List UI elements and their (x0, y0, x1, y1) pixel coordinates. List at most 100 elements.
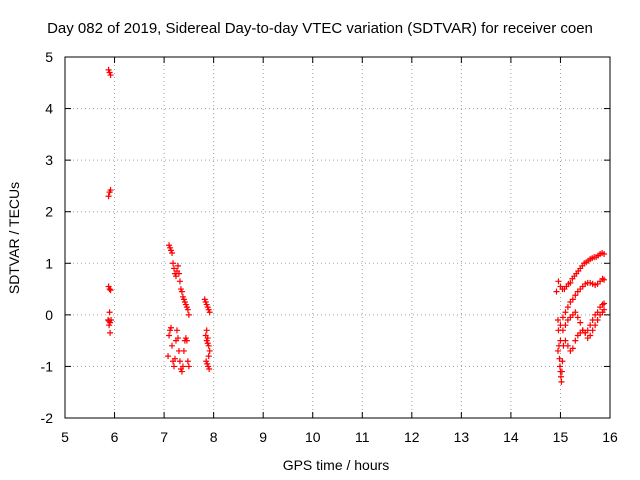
data-point (185, 311, 192, 318)
x-tick-label: 10 (305, 429, 321, 445)
data-point (556, 363, 563, 370)
data-point (555, 278, 562, 285)
y-tick-label: 4 (45, 101, 53, 117)
data-point (587, 332, 594, 339)
data-point (205, 353, 212, 360)
data-point (557, 373, 564, 380)
data-point (206, 309, 213, 316)
x-tick-label: 6 (111, 429, 119, 445)
x-tick-label: 14 (503, 429, 519, 445)
chart-title: Day 082 of 2019, Sidereal Day-to-day VTE… (47, 20, 593, 37)
data-point (106, 286, 113, 293)
data-point (178, 288, 185, 295)
data-point (176, 358, 183, 365)
data-point (553, 288, 560, 295)
y-tick-label: 1 (45, 255, 53, 271)
data-point (569, 345, 576, 352)
data-point (554, 347, 561, 354)
data-point (175, 270, 182, 277)
x-axis-label: GPS time / hours (283, 457, 390, 473)
data-point (168, 324, 175, 331)
x-tick-label: 12 (404, 429, 420, 445)
data-point (107, 72, 114, 79)
data-point (572, 337, 579, 344)
data-point (169, 249, 176, 256)
data-point (204, 335, 211, 342)
data-point (169, 342, 176, 349)
data-point (554, 317, 561, 324)
data-point (582, 329, 589, 336)
data-point (562, 322, 569, 329)
data-point (206, 366, 213, 373)
data-point (183, 337, 190, 344)
data-point (559, 314, 566, 321)
data-point (106, 309, 113, 316)
data-point (562, 309, 569, 316)
data-point (185, 363, 192, 370)
data-point (558, 368, 565, 375)
y-tick-label: 3 (45, 152, 53, 168)
grid (65, 57, 610, 418)
x-tick-label: 15 (553, 429, 569, 445)
data-point (572, 292, 579, 299)
data-point (176, 278, 183, 285)
data-point (205, 342, 212, 349)
y-tick-label: 0 (45, 307, 53, 323)
data-point (572, 309, 579, 316)
data-point (564, 342, 571, 349)
data-point (166, 332, 173, 339)
data-point (577, 319, 584, 326)
data-point (171, 363, 177, 370)
data-point (203, 327, 210, 334)
data-point (174, 262, 181, 269)
data-point (594, 317, 601, 324)
data-point (170, 260, 177, 267)
data-point (592, 322, 599, 329)
data-point (558, 378, 565, 385)
y-tick-label: 2 (45, 204, 53, 220)
y-tick-label: 5 (45, 49, 53, 65)
data-point (184, 306, 191, 313)
y-tick-label: -2 (41, 410, 54, 426)
data-point (171, 355, 178, 362)
data-point (559, 358, 566, 365)
data-point (107, 329, 114, 336)
data-point (184, 358, 191, 365)
x-tick-label: 13 (454, 429, 470, 445)
x-tick-label: 7 (160, 429, 168, 445)
data-point (564, 304, 571, 311)
x-tick-label: 5 (61, 429, 69, 445)
data-point (165, 353, 172, 360)
data-point (601, 251, 608, 258)
data-point (180, 347, 187, 354)
data-point (173, 327, 180, 334)
data-point (574, 314, 581, 321)
data-point (569, 296, 576, 303)
data-point (562, 337, 569, 344)
y-tick-label: -1 (41, 358, 54, 374)
data-point (555, 327, 562, 334)
x-tick-label: 9 (259, 429, 267, 445)
x-tick-label: 8 (210, 429, 218, 445)
data-point (105, 193, 112, 200)
x-tick-label: 11 (355, 429, 370, 445)
data-point (601, 306, 608, 313)
y-axis-label: SDTVAR / TECUs (6, 182, 22, 294)
data-point (107, 187, 114, 194)
data-point (106, 322, 113, 329)
data-point (108, 317, 115, 324)
data-point (179, 363, 186, 370)
plot-frame (64, 56, 611, 419)
data-point (601, 276, 608, 283)
y-axis: -2 -1 0 1 2 3 4 5 (41, 49, 610, 426)
data-point (589, 327, 596, 334)
x-axis: 5 6 7 8 9 10 11 12 13 14 15 16 (61, 57, 618, 445)
data-point (178, 368, 185, 375)
data-points (105, 66, 608, 385)
x-tick-label: 16 (602, 429, 618, 445)
data-point (567, 279, 574, 286)
data-point (206, 347, 213, 354)
data-point (174, 335, 181, 342)
data-point (107, 287, 114, 294)
